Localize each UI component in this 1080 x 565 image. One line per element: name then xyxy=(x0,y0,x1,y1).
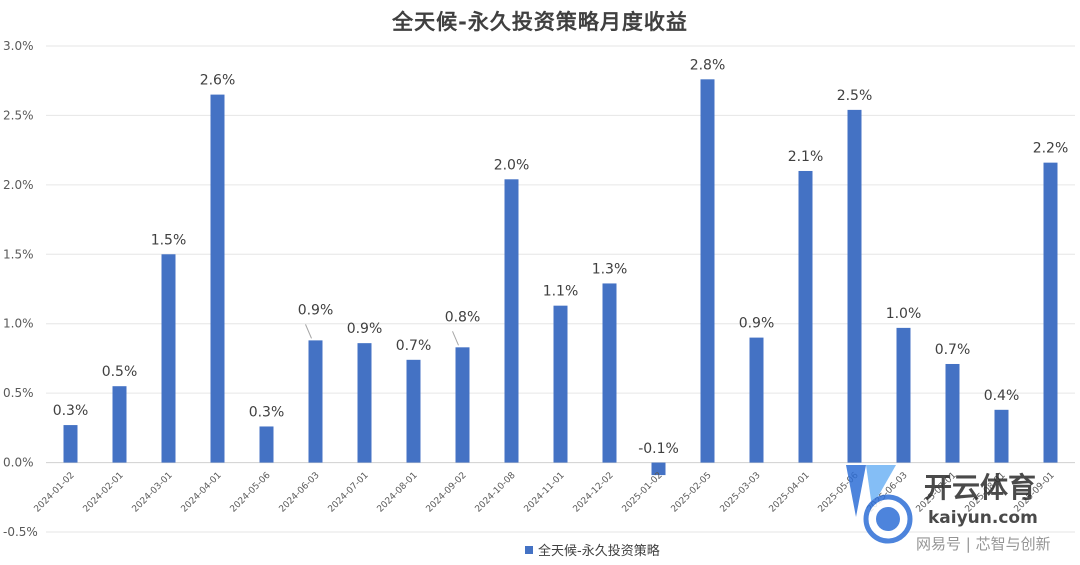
x-tick-label: 2024-04-01 xyxy=(180,471,224,515)
watermark-ball-icon xyxy=(846,465,913,544)
x-tick-label: 2025-01-02 xyxy=(621,471,665,515)
data-label: 2.5% xyxy=(837,88,873,104)
data-label: 2.8% xyxy=(690,57,726,73)
bar xyxy=(945,363,960,463)
data-label: 0.3% xyxy=(53,403,89,419)
data-label: 0.9% xyxy=(347,321,383,337)
bar xyxy=(994,409,1009,463)
watermark-logo: 开云体育 kaiyun.com 网易号 | 芯智与创新 xyxy=(846,465,1051,553)
watermark-brand: 开云体育 xyxy=(924,471,1036,504)
bar xyxy=(602,283,617,463)
x-tick-label: 2024-11-01 xyxy=(523,471,567,515)
bar xyxy=(504,179,519,463)
data-label: 2.0% xyxy=(494,157,530,173)
bar xyxy=(896,327,911,463)
x-tick-label: 2024-08-01 xyxy=(376,471,420,515)
bar xyxy=(161,254,176,463)
y-axis-ticks: 3.0% 2.5% 2.0% 1.5% 1.0% 0.5% 0.0% -0.5% xyxy=(3,39,38,539)
bar xyxy=(259,426,274,463)
data-label: 0.5% xyxy=(102,364,138,380)
y-tick-label: 3.0% xyxy=(3,39,34,53)
x-tick-label: 2024-07-01 xyxy=(327,471,371,515)
bar xyxy=(1043,162,1058,463)
x-tick-label: 2024-06-03 xyxy=(278,471,322,515)
bar xyxy=(357,343,372,463)
label-leader-lines xyxy=(305,324,459,346)
data-labels: 0.3% 0.5% 1.5% 2.6% 0.3% 0.9% 0.9% 0.7% 0.8% 2.0%… xyxy=(53,57,1069,457)
chart-title: 全天候-永久投资策略月度收益 xyxy=(392,10,688,34)
bar xyxy=(455,347,470,463)
bar xyxy=(651,462,666,476)
y-tick-label: 0.0% xyxy=(3,456,34,470)
data-label: 0.3% xyxy=(249,404,285,420)
bar xyxy=(847,109,862,463)
bar xyxy=(112,386,127,463)
bars xyxy=(63,79,1058,476)
data-label: 0.7% xyxy=(935,342,971,358)
x-tick-label: 2024-05-06 xyxy=(229,470,273,514)
bar xyxy=(749,337,764,463)
bar xyxy=(308,340,323,463)
bar xyxy=(700,79,715,463)
data-label: 2.6% xyxy=(200,73,236,89)
y-tick-label: 1.5% xyxy=(3,247,34,261)
bar xyxy=(63,425,78,463)
x-tick-label: 2024-09-02 xyxy=(425,471,469,515)
data-label: 2.1% xyxy=(788,149,824,165)
y-tick-label: 2.5% xyxy=(3,108,34,122)
watermark-domain: kaiyun.com xyxy=(928,508,1038,528)
bar xyxy=(798,170,813,463)
bar xyxy=(210,94,225,463)
data-label: 1.1% xyxy=(543,284,579,300)
y-tick-label: -0.5% xyxy=(3,525,38,539)
y-tick-label: 1.0% xyxy=(3,317,34,331)
label-leader xyxy=(305,324,312,339)
bar xyxy=(406,359,421,463)
data-label: 1.5% xyxy=(151,232,187,248)
x-tick-label: 2024-02-01 xyxy=(82,471,126,515)
watermark-caption: 网易号 | 芯智与创新 xyxy=(916,535,1051,553)
data-label: -0.1% xyxy=(638,441,679,457)
x-tick-label: 2024-01-02 xyxy=(33,471,77,515)
x-tick-label: 2024-10-08 xyxy=(474,470,518,514)
x-tick-label: 2025-02-05 xyxy=(670,471,714,515)
x-tick-label: 2025-03-03 xyxy=(719,471,763,515)
data-label: 1.3% xyxy=(592,261,628,277)
y-tick-label: 2.0% xyxy=(3,178,34,192)
legend-label: 全天候-永久投资策略 xyxy=(538,543,660,559)
label-leader xyxy=(452,331,459,346)
data-label: 0.8% xyxy=(445,309,481,325)
data-label: 1.0% xyxy=(886,306,922,322)
data-label: 0.4% xyxy=(984,388,1020,404)
data-label: 0.7% xyxy=(396,338,432,354)
legend: 全天候-永久投资策略 xyxy=(525,543,660,559)
bar xyxy=(553,305,568,463)
data-label: 2.2% xyxy=(1033,141,1069,157)
data-label: 0.9% xyxy=(298,302,334,318)
x-tick-label: 2024-12-02 xyxy=(572,471,616,515)
x-tick-label: 2024-03-01 xyxy=(131,471,175,515)
legend-swatch xyxy=(525,546,533,554)
data-label: 0.9% xyxy=(739,316,775,332)
y-tick-label: 0.5% xyxy=(3,386,34,400)
x-tick-label: 2025-04-01 xyxy=(768,471,812,515)
